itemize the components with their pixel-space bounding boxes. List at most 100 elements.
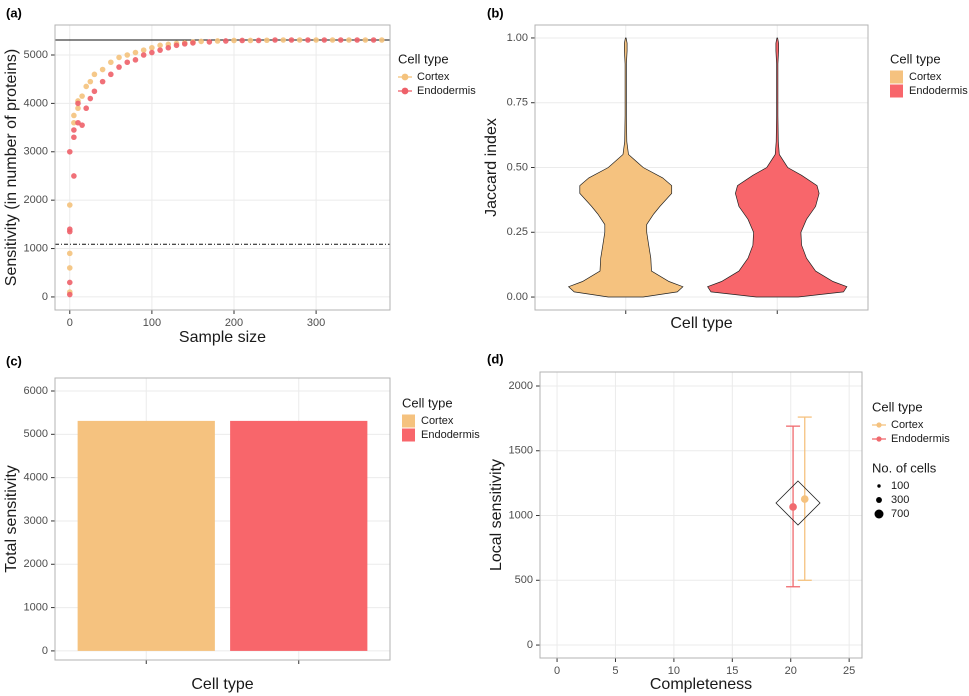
violin — [707, 37, 848, 298]
point — [75, 100, 81, 107]
point — [378, 37, 385, 43]
point — [132, 57, 139, 63]
point — [66, 279, 73, 286]
legend-label: Endodermis — [909, 85, 968, 97]
point — [272, 37, 278, 43]
point — [264, 37, 270, 44]
size-legend-key — [877, 484, 881, 488]
y-axis-title: Jaccard index — [483, 118, 500, 217]
point — [157, 42, 163, 49]
y-tick-label: 0 — [527, 639, 533, 651]
y-tick-label: 5000 — [24, 49, 48, 61]
x-tick-label: 20 — [785, 665, 797, 677]
legend-key-point — [876, 422, 882, 428]
point — [198, 38, 204, 45]
plot-border — [54, 377, 391, 661]
panel-label: (b) — [487, 5, 504, 20]
point — [149, 44, 155, 51]
legend-title: Cell type — [890, 51, 941, 66]
x-axis-title: Cell type — [191, 676, 253, 693]
legend-key — [890, 70, 903, 84]
point — [214, 38, 221, 44]
plot-border — [534, 24, 869, 311]
size-legend-label: 700 — [891, 508, 909, 520]
panel-label: (a) — [6, 5, 22, 20]
point — [66, 148, 73, 155]
point — [71, 119, 77, 126]
y-tick-label: 0.75 — [507, 97, 528, 109]
x-tick-label: 15 — [726, 665, 738, 677]
point — [132, 49, 139, 56]
legend-label: Cortex — [421, 415, 454, 427]
y-tick-label: 500 — [515, 574, 533, 586]
point — [149, 49, 155, 56]
point — [354, 37, 360, 43]
x-tick-label: 10 — [668, 665, 680, 677]
y-tick-label: 1500 — [509, 445, 533, 457]
y-tick-label: 5000 — [24, 428, 48, 440]
plot-panel — [540, 372, 862, 658]
y-axis-title: Local sensitivity — [488, 459, 505, 571]
legend-key-point — [401, 87, 409, 95]
x-axis-title: Completeness — [650, 676, 752, 693]
y-tick-label: 0 — [42, 645, 48, 657]
plot-border — [539, 371, 863, 659]
point — [66, 291, 73, 298]
point — [99, 78, 106, 85]
point — [305, 37, 311, 43]
x-tick-label: 100 — [143, 317, 161, 329]
point — [83, 105, 90, 112]
y-tick-label: 1.00 — [507, 32, 528, 44]
point — [313, 37, 319, 43]
point — [66, 202, 73, 208]
point — [173, 42, 180, 49]
point — [247, 37, 254, 44]
y-tick-label: 4000 — [24, 97, 48, 109]
point — [66, 226, 73, 232]
point — [140, 47, 147, 53]
point — [91, 88, 98, 95]
size-legend-label: 100 — [891, 480, 909, 492]
point — [66, 265, 73, 271]
point — [71, 112, 77, 119]
point — [222, 38, 229, 44]
point — [165, 44, 172, 51]
point — [124, 52, 131, 58]
x-tick-label: 0 — [554, 665, 560, 677]
point — [362, 37, 369, 43]
point — [337, 37, 344, 43]
x-tick-label: 300 — [307, 317, 325, 329]
y-axis-title: Sensitivity (in number of proteins) — [3, 49, 20, 286]
legend-label: Endodermis — [421, 429, 480, 441]
y-tick-label: 3000 — [24, 515, 48, 527]
point — [239, 37, 246, 44]
point — [231, 37, 237, 44]
x-tick-label: 5 — [612, 665, 618, 677]
size-legend-title: No. of cells — [872, 460, 937, 475]
point — [280, 37, 287, 43]
legend-key-point — [401, 73, 409, 81]
point — [108, 59, 114, 66]
point — [346, 37, 352, 43]
point — [91, 71, 98, 78]
y-tick-label: 0.25 — [507, 226, 528, 238]
size-legend-key — [874, 509, 884, 519]
point — [108, 71, 114, 78]
point — [157, 47, 163, 53]
point — [79, 93, 85, 99]
y-tick-label: 4000 — [24, 472, 48, 484]
legend-label: Endodermis — [891, 433, 950, 445]
point — [87, 78, 94, 85]
y-tick-label: 3000 — [24, 146, 48, 158]
point — [116, 54, 122, 61]
point — [75, 105, 81, 112]
y-tick-label: 0.50 — [507, 161, 528, 173]
y-tick-label: 1000 — [509, 509, 533, 521]
y-tick-label: 1000 — [24, 601, 48, 613]
legend-key — [402, 414, 415, 428]
x-tick-label: 0 — [67, 317, 73, 329]
point — [124, 59, 131, 66]
legend-key — [402, 428, 415, 442]
y-tick-label: 6000 — [24, 385, 48, 397]
point — [288, 37, 295, 43]
